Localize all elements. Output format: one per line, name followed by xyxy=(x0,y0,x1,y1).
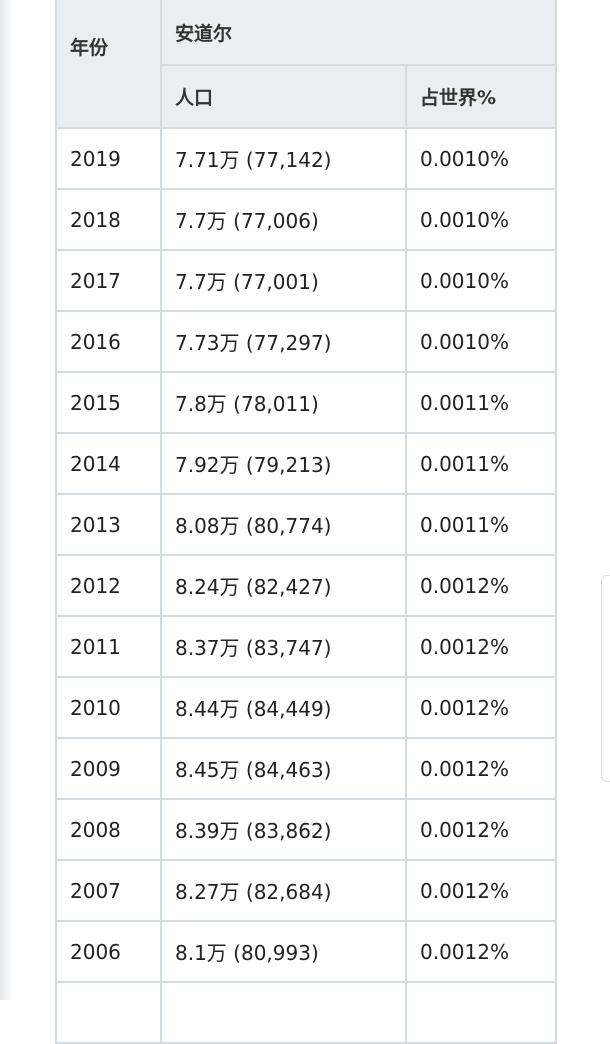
table-row: 2014 7.92万 (79,213) 0.0011% xyxy=(55,432,558,495)
cell-world-share: 0.0010% xyxy=(404,310,558,373)
table-row: 2008 8.39万 (83,862) 0.0012% xyxy=(55,798,558,861)
cell-world-share: 0.0011% xyxy=(404,493,558,556)
cell-population: 8.45万 (84,463) xyxy=(160,737,407,800)
table-row: 2007 8.27万 (82,684) 0.0012% xyxy=(55,859,558,922)
cell-population: 8.27万 (82,684) xyxy=(160,859,407,922)
table-row: 2009 8.45万 (84,463) 0.0012% xyxy=(55,737,558,800)
table-row: 2018 7.7万 (77,006) 0.0010% xyxy=(55,188,558,251)
cell-year: 2006 xyxy=(55,920,162,983)
cell-population: 8.39万 (83,862) xyxy=(160,798,407,861)
cell-year: 2019 xyxy=(55,127,162,190)
table-body: 2019 7.71万 (77,142) 0.0010% 2018 7.7万 (77,00… xyxy=(55,127,558,1044)
table-row: 2019 7.71万 (77,142) 0.0010% xyxy=(55,127,558,190)
cell-population: 7.71万 (77,142) xyxy=(160,127,407,190)
column-header-population[interactable]: 人口 xyxy=(160,64,407,129)
cell-year: 2015 xyxy=(55,371,162,434)
header-row-group: 年份 安道尔 xyxy=(55,0,558,129)
cell-population: 8.1万 (80,993) xyxy=(160,920,407,983)
cell-world-share: 0.0010% xyxy=(404,188,558,251)
side-scroll-handle[interactable] xyxy=(601,575,610,782)
cell-world-share: 0.0011% xyxy=(404,371,558,434)
cell-population: 8.44万 (84,449) xyxy=(160,676,407,739)
cell-population: 7.8万 (78,011) xyxy=(160,371,407,434)
cell-empty xyxy=(160,981,407,1044)
cell-world-share: 0.0012% xyxy=(404,920,558,983)
cell-world-share: 0.0011% xyxy=(404,432,558,495)
column-header-world-share[interactable]: 占世界% xyxy=(404,64,558,129)
cell-year: 2009 xyxy=(55,737,162,800)
table-row: 2012 8.24万 (82,427) 0.0012% xyxy=(55,554,558,617)
cell-population: 7.73万 (77,297) xyxy=(160,310,407,373)
cell-empty xyxy=(404,981,558,1044)
column-group-header-country[interactable]: 安道尔 xyxy=(159,0,558,66)
cell-year: 2007 xyxy=(55,859,162,922)
cell-world-share: 0.0012% xyxy=(404,859,558,922)
cell-world-share: 0.0012% xyxy=(404,554,558,617)
cell-year: 2016 xyxy=(55,310,162,373)
cell-world-share: 0.0012% xyxy=(404,798,558,861)
cell-population: 8.08万 (80,774) xyxy=(160,493,407,556)
cell-world-share: 0.0010% xyxy=(404,127,558,190)
column-header-year[interactable]: 年份 xyxy=(55,0,162,129)
cell-population: 7.7万 (77,006) xyxy=(160,188,407,251)
cell-year: 2008 xyxy=(55,798,162,861)
cell-world-share: 0.0012% xyxy=(404,737,558,800)
cell-population: 7.92万 (79,213) xyxy=(160,432,407,495)
page-edge-shadow xyxy=(0,0,14,1000)
cell-world-share: 0.0010% xyxy=(404,249,558,312)
table-row: 2015 7.8万 (78,011) 0.0011% xyxy=(55,371,558,434)
header-row-columns: 人口 占世界% xyxy=(56,64,558,129)
cell-world-share: 0.0012% xyxy=(404,615,558,678)
table-row: 2016 7.73万 (77,297) 0.0010% xyxy=(55,310,558,373)
table-row-partial xyxy=(55,981,558,1044)
cell-population: 7.7万 (77,001) xyxy=(160,249,407,312)
cell-year: 2013 xyxy=(55,493,162,556)
table-row: 2013 8.08万 (80,774) 0.0011% xyxy=(55,493,558,556)
table-row: 2010 8.44万 (84,449) 0.0012% xyxy=(55,676,558,739)
cell-world-share: 0.0012% xyxy=(404,676,558,739)
cell-empty xyxy=(55,981,162,1044)
table-row: 2006 8.1万 (80,993) 0.0012% xyxy=(55,920,558,983)
cell-year: 2018 xyxy=(55,188,162,251)
table-row: 2011 8.37万 (83,747) 0.0012% xyxy=(55,615,558,678)
population-table: 年份 安道尔 人口 占世界% 2019 7.71万 (77,142) 0.0010%… xyxy=(55,0,558,1044)
cell-year: 2014 xyxy=(55,432,162,495)
cell-year: 2011 xyxy=(55,615,162,678)
cell-year: 2010 xyxy=(55,676,162,739)
cell-population: 8.37万 (83,747) xyxy=(160,615,407,678)
cell-year: 2017 xyxy=(55,249,162,312)
cell-population: 8.24万 (82,427) xyxy=(160,554,407,617)
table-header: 年份 安道尔 人口 占世界% xyxy=(55,0,558,129)
cell-year: 2012 xyxy=(55,554,162,617)
table-row: 2017 7.7万 (77,001) 0.0010% xyxy=(55,249,558,312)
